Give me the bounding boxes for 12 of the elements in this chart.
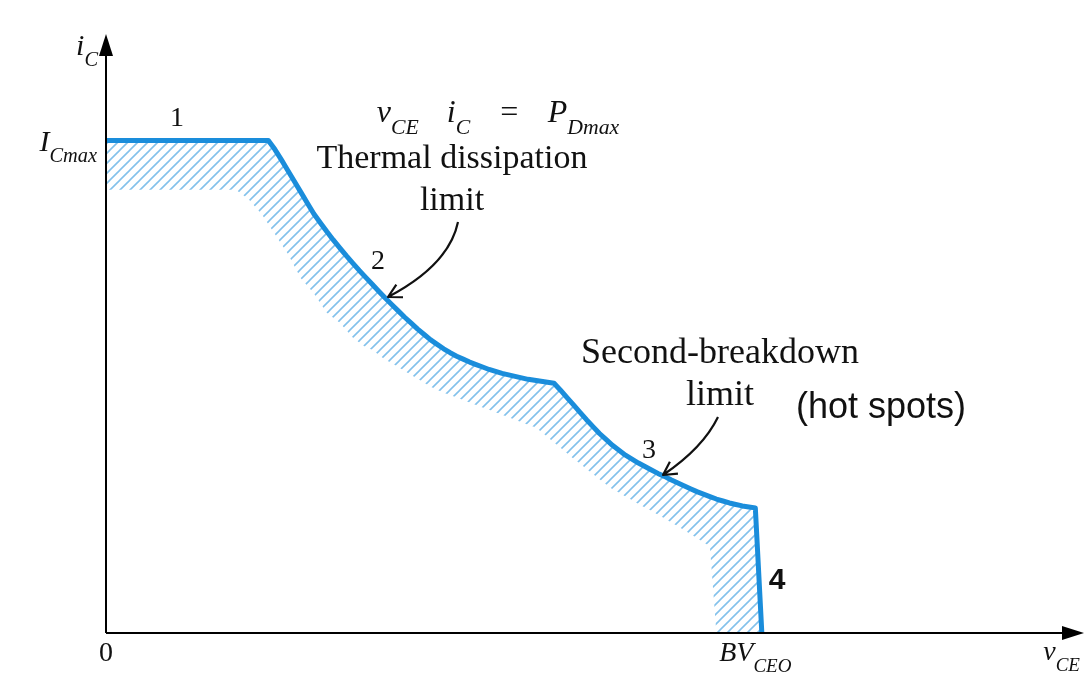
- annotation: 4: [768, 561, 786, 595]
- y-axis-title: i$_{C}$: [76, 27, 99, 70]
- annotation: 2: [371, 243, 385, 275]
- x-tick-label: BV$_{CEO}$: [719, 635, 792, 676]
- annotation: (hot spots): [795, 384, 967, 426]
- annotation: Thermal dissipation limit: [316, 137, 588, 217]
- x-axis-title: v$_{CE}$: [1043, 634, 1081, 675]
- text: I$_{Cmax}$: [38, 123, 97, 166]
- annotation: 3: [642, 432, 656, 464]
- x-tick-label: 0: [99, 635, 113, 667]
- text: v$_{CE}$ i$_{C}$ = P$_{Dmax}$: [376, 93, 620, 140]
- text: 1: [170, 100, 184, 132]
